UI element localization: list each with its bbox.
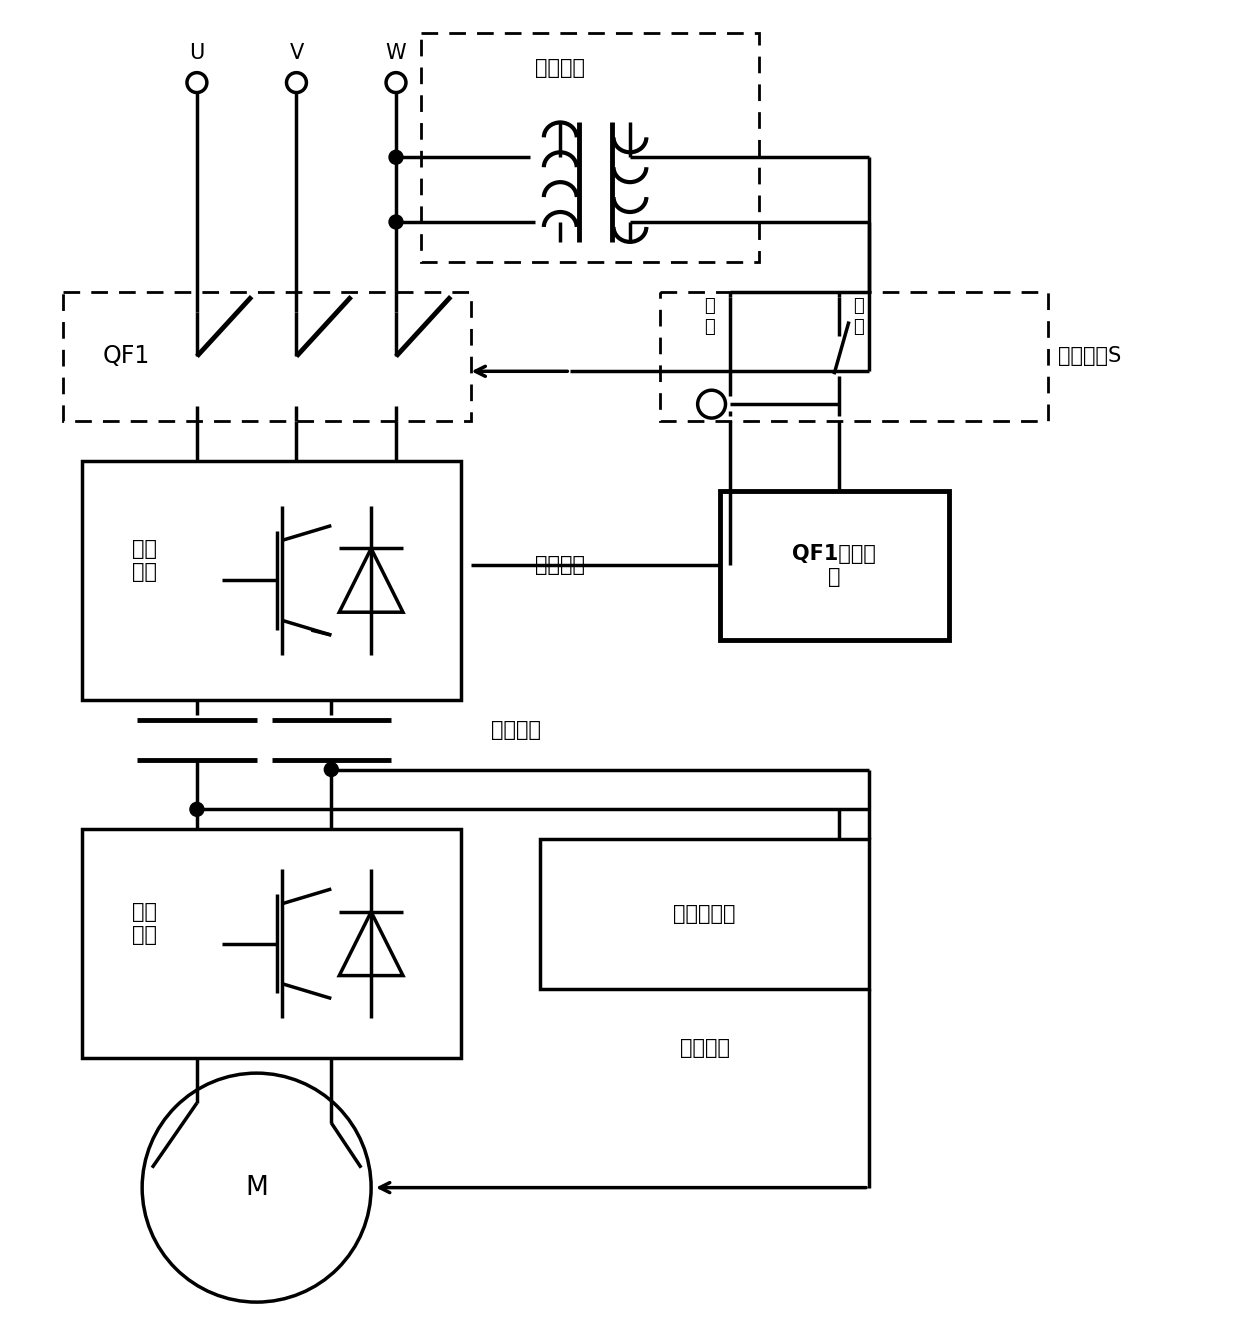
Bar bbox=[660, 291, 1048, 420]
Text: 常
开: 常 开 bbox=[853, 297, 864, 336]
Text: 急停开关S: 急停开关S bbox=[1058, 347, 1121, 366]
Text: 直流母线: 直流母线 bbox=[491, 720, 541, 739]
Text: M: M bbox=[246, 1174, 268, 1201]
Text: QF1控制电
路: QF1控制电 路 bbox=[792, 544, 875, 587]
Bar bbox=[420, 33, 759, 262]
Bar bbox=[719, 490, 949, 641]
Text: QF1: QF1 bbox=[103, 344, 150, 368]
Circle shape bbox=[325, 763, 339, 776]
Text: U: U bbox=[190, 42, 205, 63]
Text: 逆变
模块: 逆变 模块 bbox=[133, 903, 157, 945]
Bar bbox=[62, 291, 471, 420]
Text: W: W bbox=[386, 42, 407, 63]
Circle shape bbox=[389, 150, 403, 165]
Circle shape bbox=[190, 803, 203, 816]
Bar bbox=[82, 829, 461, 1058]
Text: V: V bbox=[289, 42, 304, 63]
Text: 辅助电源: 辅助电源 bbox=[536, 58, 585, 78]
Text: 常
闭: 常 闭 bbox=[704, 297, 715, 336]
Text: 控制信号: 控制信号 bbox=[536, 555, 585, 576]
Text: 整流
模块: 整流 模块 bbox=[133, 539, 157, 583]
Bar bbox=[541, 840, 869, 988]
Text: 控制信号: 控制信号 bbox=[680, 1039, 729, 1058]
Text: 轴承控制器: 轴承控制器 bbox=[673, 904, 735, 924]
Bar bbox=[82, 461, 461, 700]
Circle shape bbox=[389, 215, 403, 229]
